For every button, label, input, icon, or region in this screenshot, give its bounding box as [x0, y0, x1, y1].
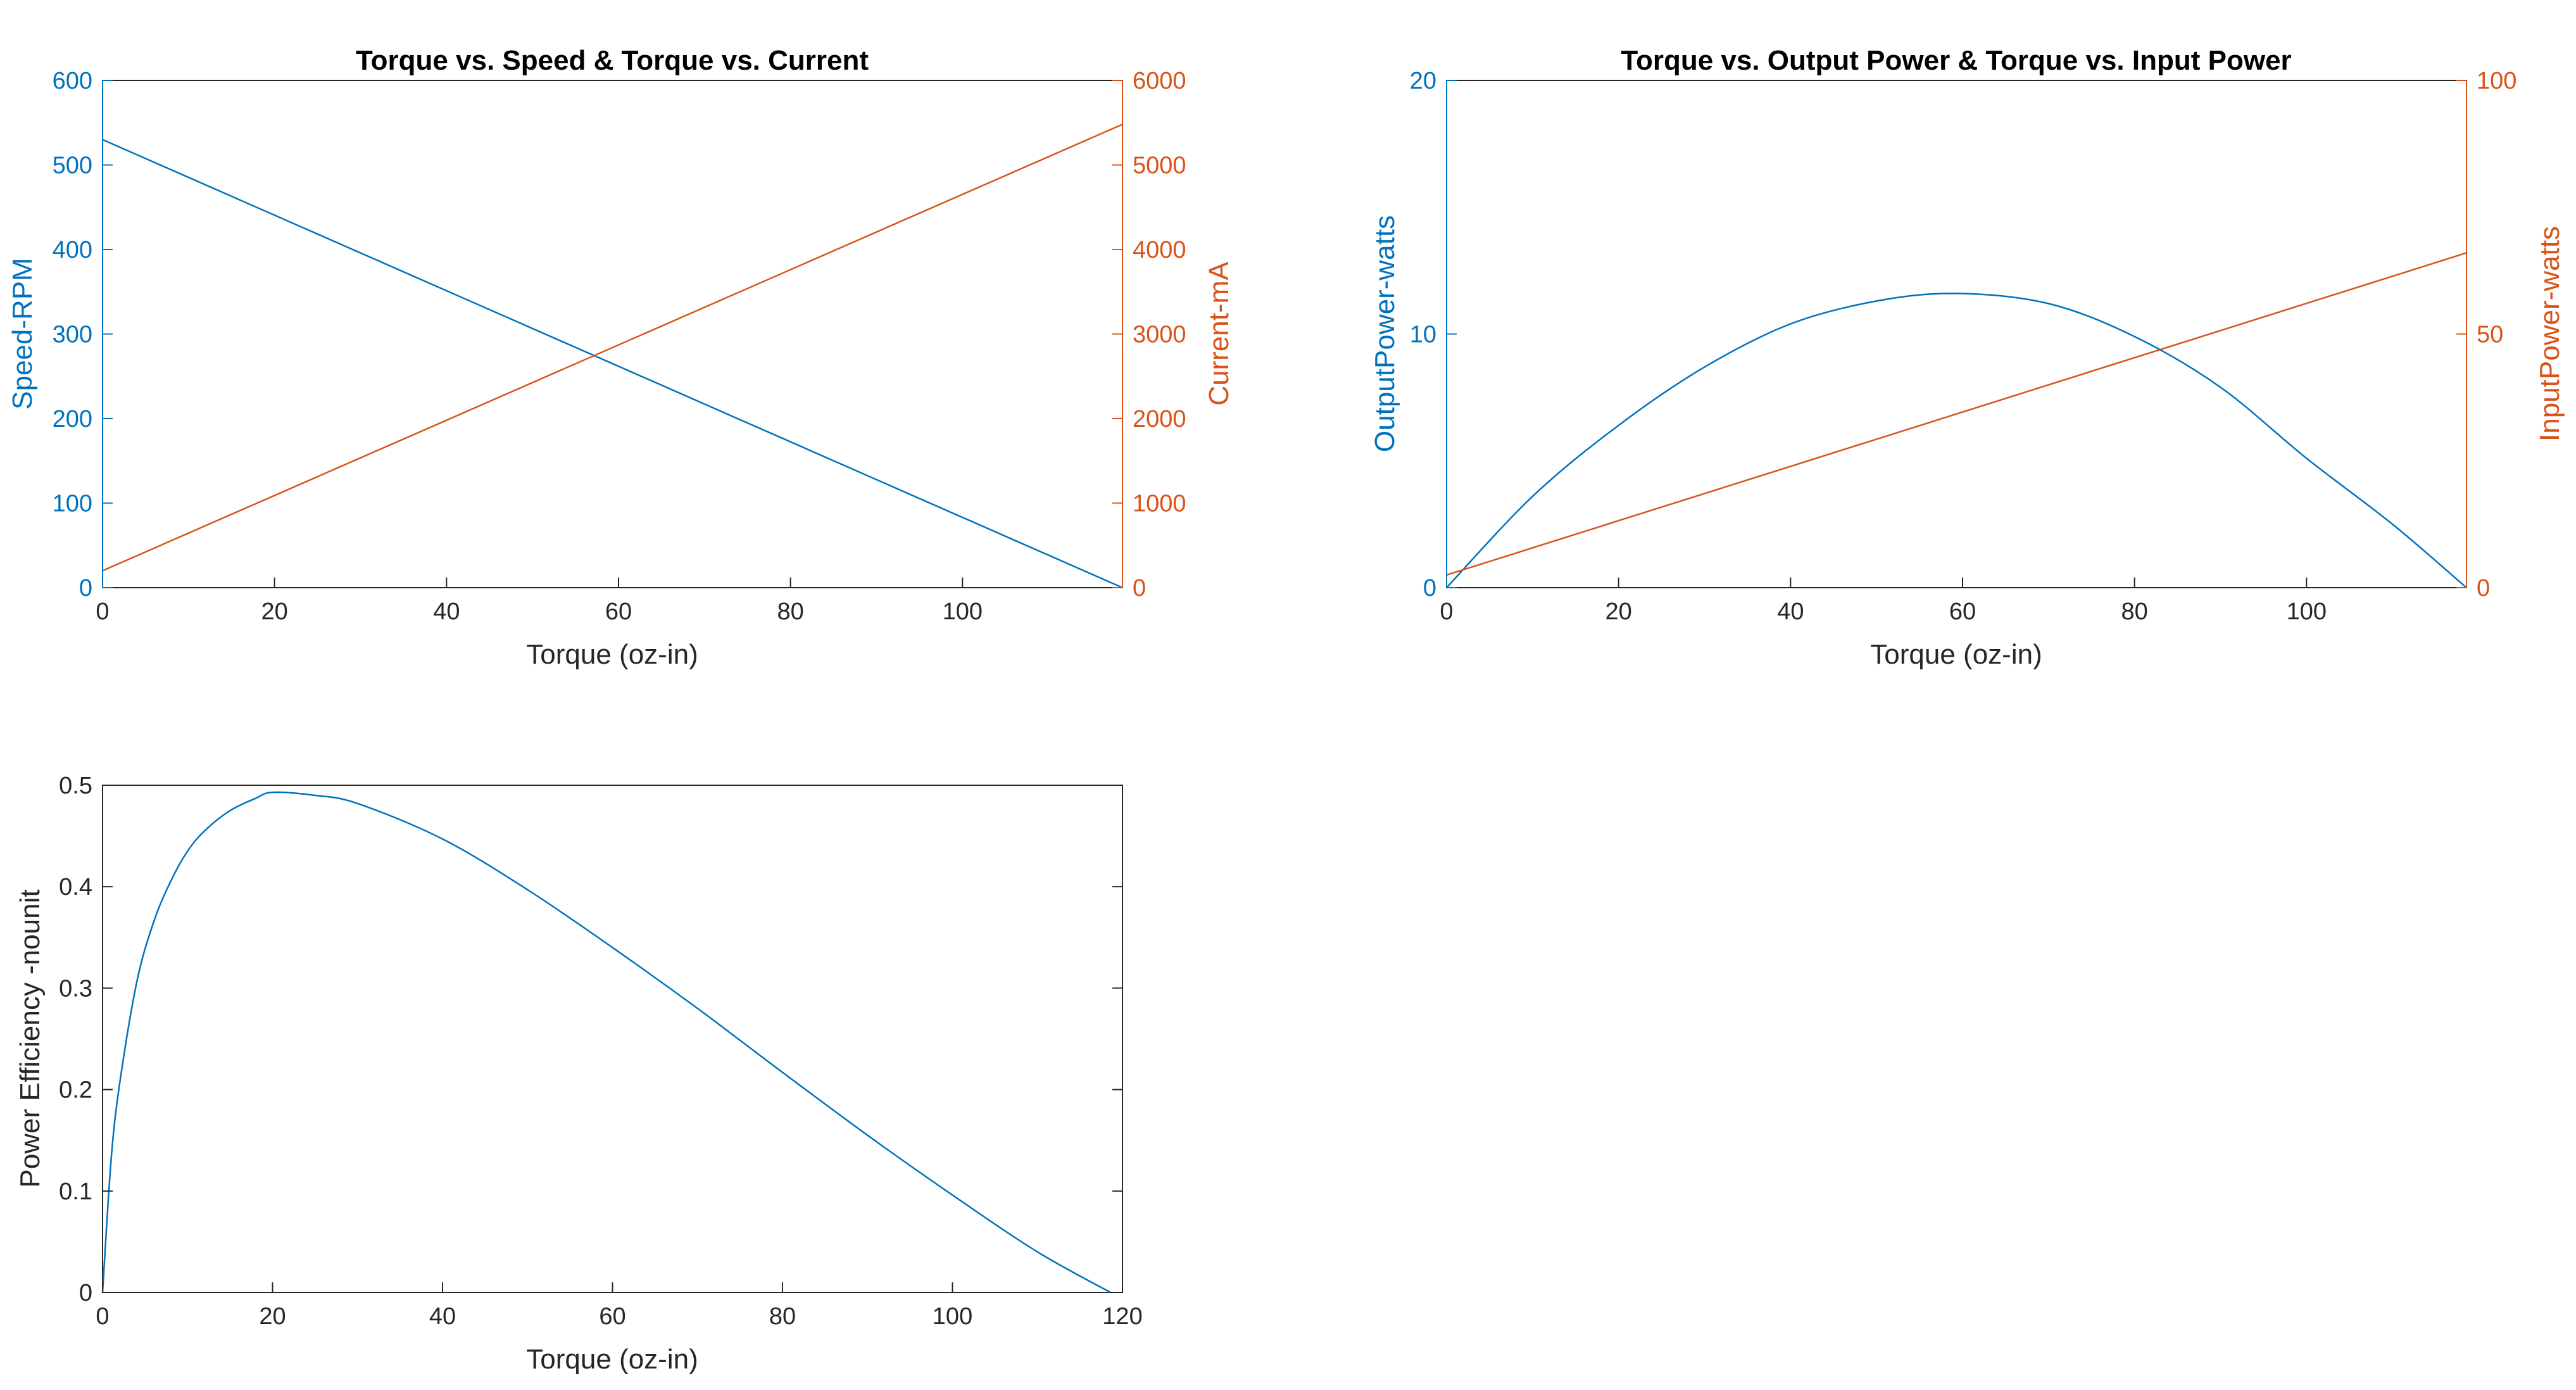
series-lines	[102, 123, 1123, 589]
x-tick-label: 0	[96, 1303, 109, 1330]
right-tick-label: 100	[2477, 68, 2516, 94]
x-ticks: 0 20 40 60 80 100	[96, 578, 983, 625]
x-axis-label: Torque (oz-in)	[526, 639, 698, 670]
chart-title: Torque vs. Output Power & Torque vs. Inp…	[1621, 45, 2291, 76]
x-tick-label: 60	[599, 1303, 625, 1330]
subplot-output-input-power: 0 20 40 60 80 100 0 10 20 0 50 100 Torque vs. Out…	[1369, 45, 2565, 670]
left-tick-label: 0	[79, 1280, 92, 1306]
x-tick-label: 40	[429, 1303, 456, 1330]
left-tick-label: 0.5	[59, 773, 92, 799]
series-line-1	[1446, 252, 2467, 576]
x-tick-label: 60	[1949, 598, 1976, 625]
x-tick-label: 40	[1777, 598, 1804, 625]
x-tick-label: 20	[1605, 598, 1632, 625]
x-tick-label: 40	[433, 598, 460, 625]
plot-area	[102, 785, 1123, 1293]
right-tick-label: 0	[1133, 575, 1146, 602]
x-tick-label: 80	[777, 598, 804, 625]
series-line-0	[102, 139, 1123, 589]
right-tick-label: 5000	[1133, 153, 1186, 179]
left-tick-label: 20	[1410, 68, 1436, 94]
x-tick-label: 0	[1440, 598, 1453, 625]
right-ticks: 0 50 100	[1446, 68, 2516, 602]
series-line-1	[102, 123, 1123, 572]
x-tick-label: 80	[2121, 598, 2148, 625]
x-tick-label: 60	[605, 598, 632, 625]
right-tick-label: 6000	[1133, 68, 1186, 94]
x-tick-label: 80	[769, 1303, 796, 1330]
x-tick-label: 20	[261, 598, 288, 625]
right-axis-label: Current-mA	[1203, 262, 1235, 406]
left-tick-label: 0.1	[59, 1178, 92, 1205]
left-ticks: 0 100 200 300 400 500 600	[53, 68, 113, 602]
left-tick-label: 10	[1410, 322, 1436, 348]
left-tick-label: 300	[53, 322, 92, 348]
x-tick-label: 100	[933, 1303, 972, 1330]
right-tick-label: 4000	[1133, 237, 1186, 263]
left-tick-label: 0.4	[59, 874, 92, 900]
left-tick-label: 500	[53, 153, 92, 179]
left-axis-label: Power Efficiency -nounit	[15, 889, 46, 1187]
right-ticks: 0 1000 2000 3000 4000 5000 6000	[102, 68, 1186, 602]
left-tick-label: 600	[53, 68, 92, 94]
right-tick-label: 3000	[1133, 322, 1186, 348]
right-axis-label: InputPower-watts	[2534, 226, 2565, 441]
x-tick-label: 20	[259, 1303, 286, 1330]
subplot-power-efficiency: 0 20 40 60 80 100 120 0 0.1 0.2 0.3 0.4 0.5 Torque …	[15, 773, 1143, 1375]
x-tick-label: 100	[943, 598, 983, 625]
left-tick-label: 400	[53, 237, 92, 263]
left-tick-label: 0.3	[59, 975, 92, 1002]
chart-title: Torque vs. Speed & Torque vs. Current	[356, 45, 869, 76]
right-tick-label: 50	[2477, 322, 2503, 348]
x-tick-label: 0	[96, 598, 109, 625]
plot-area	[102, 80, 1123, 588]
left-tick-label: 200	[53, 406, 92, 433]
x-ticks: 0 20 40 60 80 100	[1440, 578, 2327, 625]
series-line-0	[101, 791, 1111, 1294]
left-tick-label: 100	[53, 491, 92, 517]
series-lines	[101, 791, 1111, 1294]
x-tick-label: 100	[2287, 598, 2327, 625]
series-lines	[1446, 252, 2467, 588]
left-tick-label: 0	[79, 575, 92, 602]
left-tick-label: 0.2	[59, 1077, 92, 1104]
right-tick-label: 0	[2477, 575, 2490, 602]
right-tick-label: 2000	[1133, 406, 1186, 433]
x-ticks: 0 20 40 60 80 100 120	[96, 1282, 1143, 1330]
left-ticks: 0 10 20	[1410, 68, 1457, 602]
subplot-speed-current: 0 20 40 60 80 100 0 100 200 300 400 500 600 0 1000 20…	[7, 45, 1235, 670]
series-line-0	[1446, 293, 2467, 588]
left-axis-label: Speed-RPM	[7, 258, 38, 410]
x-tick-label: 120	[1102, 1303, 1142, 1330]
x-axis-label: Torque (oz-in)	[526, 1344, 698, 1375]
x-axis-label: Torque (oz-in)	[1870, 639, 2042, 670]
plot-area	[1446, 80, 2467, 588]
left-tick-label: 0	[1423, 575, 1436, 602]
right-tick-label: 1000	[1133, 491, 1186, 517]
left-axis-label: OutputPower-watts	[1369, 215, 1400, 452]
left-ticks: 0 0.1 0.2 0.3 0.4 0.5	[59, 773, 1122, 1306]
